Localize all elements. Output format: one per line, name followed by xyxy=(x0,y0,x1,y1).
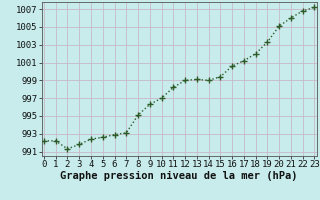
X-axis label: Graphe pression niveau de la mer (hPa): Graphe pression niveau de la mer (hPa) xyxy=(60,171,298,181)
